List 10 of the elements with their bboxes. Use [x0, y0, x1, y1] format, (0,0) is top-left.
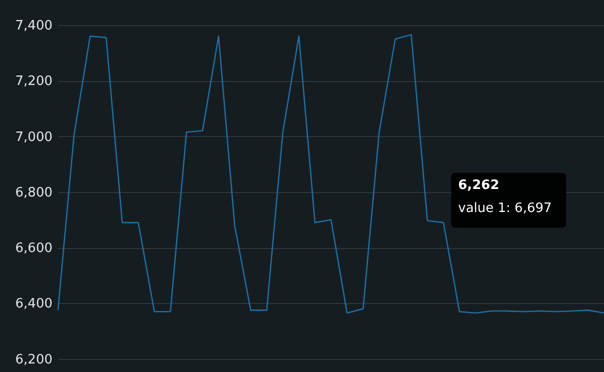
y-tick-label: 7,000 — [15, 130, 52, 145]
y-tick-label: 7,200 — [15, 74, 52, 90]
annotation: value 1: 6,697 — [458, 200, 552, 216]
annotation: 6,262 — [458, 178, 500, 193]
y-tick-label: 6,800 — [15, 185, 52, 200]
y-tick-label: 6,600 — [15, 241, 52, 256]
y-tick-label: 6,200 — [15, 352, 52, 368]
y-tick-label: 7,400 — [15, 18, 52, 34]
line-series — [57, 34, 604, 314]
y-tick-label: 6,400 — [15, 296, 52, 312]
